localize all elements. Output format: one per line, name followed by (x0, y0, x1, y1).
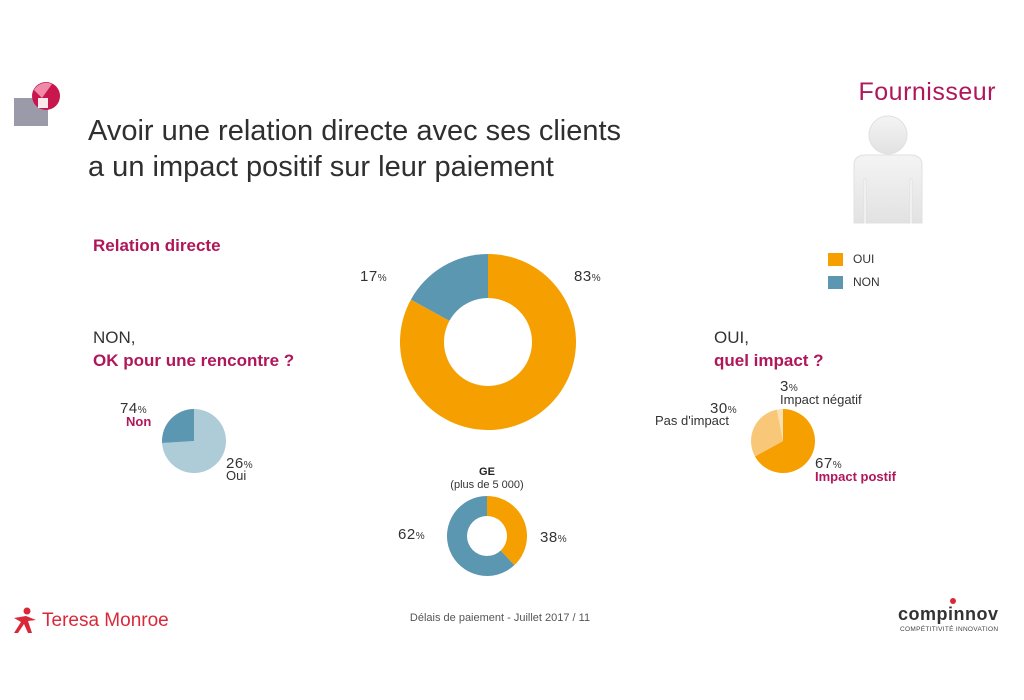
rencontre-pie-chart (162, 409, 226, 473)
rencontre-slice-non (162, 409, 226, 473)
data-label-rencontre-oui: 26% (226, 455, 254, 472)
impact-slice-impact-postif (754, 409, 815, 473)
company-logo-mark (14, 82, 60, 126)
impact-slice-pas-d-impact (751, 409, 783, 457)
ge-subtitle: (plus de 5 000) (450, 479, 524, 491)
ge-donut-hole (467, 516, 507, 556)
data-label-impact-positif: 67% (815, 455, 843, 472)
footer-brand-logo: Teresa Monroe (10, 604, 180, 638)
label-impact-positif: Impact postif (815, 469, 896, 484)
impact-slice-impact-n-gatif (777, 409, 783, 441)
non-heading-line1: NON, (93, 328, 136, 347)
footer-text: Délais de paiement - Juillet 2017 / 11 (409, 612, 591, 624)
rencontre-slice-oui (162, 409, 194, 444)
legend-item-non: NON (828, 275, 948, 290)
footer-brand-name: Teresa Monroe (42, 610, 169, 631)
non-heading: NON, OK pour une rencontre ? (93, 326, 294, 372)
main-donut-hole (444, 298, 532, 386)
label-pas-impact: Pas d'impact (655, 413, 730, 428)
title-line-2: a un impact positif sur leur paiement (88, 151, 554, 183)
brand-figure-icon (14, 607, 36, 633)
label-rencontre-non: Non (126, 414, 152, 429)
role-title: Fournisseur (858, 78, 996, 106)
person-icon (853, 115, 923, 224)
oui-heading-line1: OUI, (714, 328, 749, 347)
label-rencontre-oui: Oui (226, 468, 247, 483)
label-impact-negatif: Impact négatif (780, 392, 862, 407)
ge-slice-oui (487, 496, 527, 566)
ge-title: GE (479, 466, 495, 478)
data-label-ge-non: 62% (398, 526, 426, 543)
legend-swatch-oui (828, 253, 843, 267)
legend-item-oui: OUI (828, 252, 948, 267)
ge-donut-chart (447, 496, 527, 576)
partner-tagline: COMPÉTITIVITÉ INNOVATION (900, 626, 999, 633)
impact-pie-chart (751, 409, 815, 473)
oui-heading: OUI, quel impact ? (714, 326, 824, 372)
legend-label-oui: OUI (853, 252, 875, 266)
title-line-1: Avoir une relation directe avec ses clie… (88, 115, 622, 147)
data-label-main-oui: 83% (574, 268, 602, 285)
data-label-rencontre-non: 74% (120, 400, 148, 417)
non-heading-line2: OK pour une rencontre ? (93, 351, 295, 370)
partner-dot-icon (950, 598, 956, 604)
data-label-ge-oui: 38% (540, 529, 568, 546)
legend-swatch-non (828, 276, 843, 290)
page-title: Avoir une relation directe avec ses clie… (88, 113, 748, 185)
data-label-impact-negatif: 3% (780, 378, 799, 395)
legend-label-non: NON (853, 275, 880, 289)
data-label-pas-impact: 30% (710, 400, 738, 417)
relation-directe-heading: Relation directe (93, 236, 221, 255)
main-donut-chart (400, 254, 576, 430)
oui-heading-line2: quel impact ? (714, 351, 824, 370)
partner-logo: compinnov COMPÉTITIVITÉ INNOVATION (882, 598, 1012, 640)
data-label-main-non: 17% (360, 268, 388, 285)
partner-name: compinnov (898, 604, 999, 624)
